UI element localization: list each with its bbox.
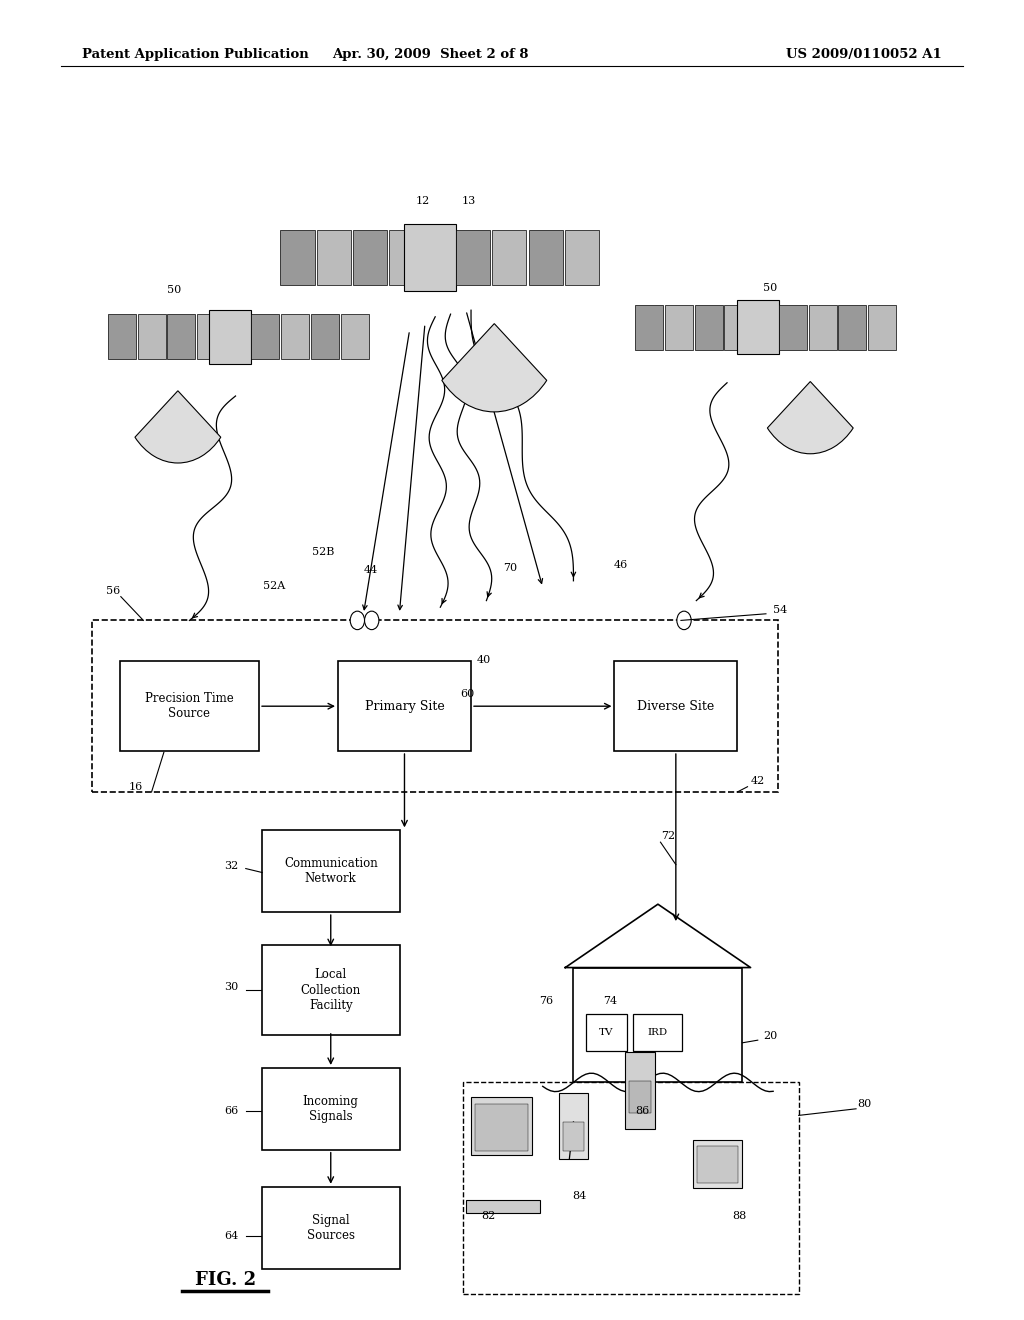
Text: Communication
Network: Communication Network xyxy=(284,857,378,886)
Bar xyxy=(456,230,490,285)
Bar xyxy=(92,620,778,792)
Text: Diverse Site: Diverse Site xyxy=(637,700,715,713)
Bar xyxy=(736,300,779,355)
Bar xyxy=(839,305,866,350)
Text: 20: 20 xyxy=(763,1031,777,1041)
Bar xyxy=(316,230,351,285)
Bar xyxy=(475,1104,528,1151)
Bar xyxy=(493,230,526,285)
Bar xyxy=(338,661,471,751)
Bar xyxy=(573,968,742,1082)
Bar xyxy=(281,230,314,285)
Bar xyxy=(252,314,280,359)
Bar xyxy=(635,305,664,350)
Bar xyxy=(528,230,563,285)
Bar xyxy=(198,314,225,359)
Text: 82: 82 xyxy=(481,1210,496,1221)
Bar xyxy=(282,314,309,359)
Bar xyxy=(868,305,896,350)
Circle shape xyxy=(677,611,691,630)
Bar xyxy=(137,314,166,359)
Bar xyxy=(559,1093,588,1159)
Bar xyxy=(209,309,252,364)
Text: 42: 42 xyxy=(751,776,765,787)
Bar xyxy=(725,305,753,350)
Bar xyxy=(633,1014,682,1051)
Text: 40: 40 xyxy=(476,655,490,665)
Bar xyxy=(262,1068,399,1150)
Text: 52A: 52A xyxy=(263,581,286,591)
Text: 80: 80 xyxy=(857,1098,871,1109)
Bar xyxy=(665,305,693,350)
Bar xyxy=(625,1052,655,1129)
Bar xyxy=(693,1140,742,1188)
Text: 60: 60 xyxy=(460,689,474,700)
Wedge shape xyxy=(441,323,547,412)
Text: US 2009/0110052 A1: US 2009/0110052 A1 xyxy=(786,48,942,61)
Bar xyxy=(809,305,837,350)
Bar xyxy=(586,1014,627,1051)
Text: TV: TV xyxy=(599,1028,613,1036)
Text: 16: 16 xyxy=(129,781,143,792)
Bar xyxy=(779,305,807,350)
Bar xyxy=(629,1081,651,1113)
Bar xyxy=(463,1082,799,1294)
Text: Apr. 30, 2009  Sheet 2 of 8: Apr. 30, 2009 Sheet 2 of 8 xyxy=(332,48,528,61)
Bar xyxy=(697,1146,738,1183)
Circle shape xyxy=(365,611,379,630)
Text: 46: 46 xyxy=(613,560,628,570)
Wedge shape xyxy=(767,381,853,454)
Bar xyxy=(404,224,456,290)
Bar xyxy=(466,1200,540,1213)
Text: IRD: IRD xyxy=(647,1028,668,1036)
Text: 50: 50 xyxy=(167,285,181,296)
Bar xyxy=(353,230,387,285)
Text: 84: 84 xyxy=(572,1191,587,1201)
Text: Local
Collection
Facility: Local Collection Facility xyxy=(301,969,360,1011)
Bar xyxy=(167,314,196,359)
Text: 88: 88 xyxy=(732,1210,746,1221)
Bar xyxy=(262,830,399,912)
Bar xyxy=(614,661,737,751)
Text: 74: 74 xyxy=(603,995,617,1006)
Bar xyxy=(471,1097,532,1155)
Text: FIG. 2: FIG. 2 xyxy=(195,1271,256,1290)
Text: Patent Application Publication: Patent Application Publication xyxy=(82,48,308,61)
Text: 30: 30 xyxy=(224,982,239,993)
Text: 50: 50 xyxy=(763,282,777,293)
Text: 13: 13 xyxy=(462,195,476,206)
Text: 56: 56 xyxy=(105,586,120,597)
Text: 12: 12 xyxy=(416,195,430,206)
Text: 86: 86 xyxy=(635,1106,649,1117)
Text: 52B: 52B xyxy=(312,546,335,557)
Text: 72: 72 xyxy=(662,830,676,841)
Wedge shape xyxy=(135,391,221,463)
Text: 32: 32 xyxy=(224,861,239,871)
Bar xyxy=(311,314,339,359)
Text: Primary Site: Primary Site xyxy=(365,700,444,713)
Bar xyxy=(262,1187,399,1269)
Bar xyxy=(565,230,599,285)
Text: Precision Time
Source: Precision Time Source xyxy=(145,692,233,721)
Bar xyxy=(262,945,399,1035)
Text: 66: 66 xyxy=(224,1106,239,1117)
Bar xyxy=(341,314,369,359)
Text: 76: 76 xyxy=(539,995,553,1006)
Text: 54: 54 xyxy=(773,605,787,615)
Text: 70: 70 xyxy=(503,562,517,573)
Text: 44: 44 xyxy=(364,565,378,576)
Bar xyxy=(121,661,258,751)
Bar xyxy=(389,230,424,285)
Bar xyxy=(108,314,136,359)
Text: 64: 64 xyxy=(224,1230,239,1241)
Bar xyxy=(563,1122,584,1151)
Bar xyxy=(694,305,723,350)
Text: Incoming
Signals: Incoming Signals xyxy=(303,1094,358,1123)
Circle shape xyxy=(350,611,365,630)
Text: Signal
Sources: Signal Sources xyxy=(307,1213,354,1242)
